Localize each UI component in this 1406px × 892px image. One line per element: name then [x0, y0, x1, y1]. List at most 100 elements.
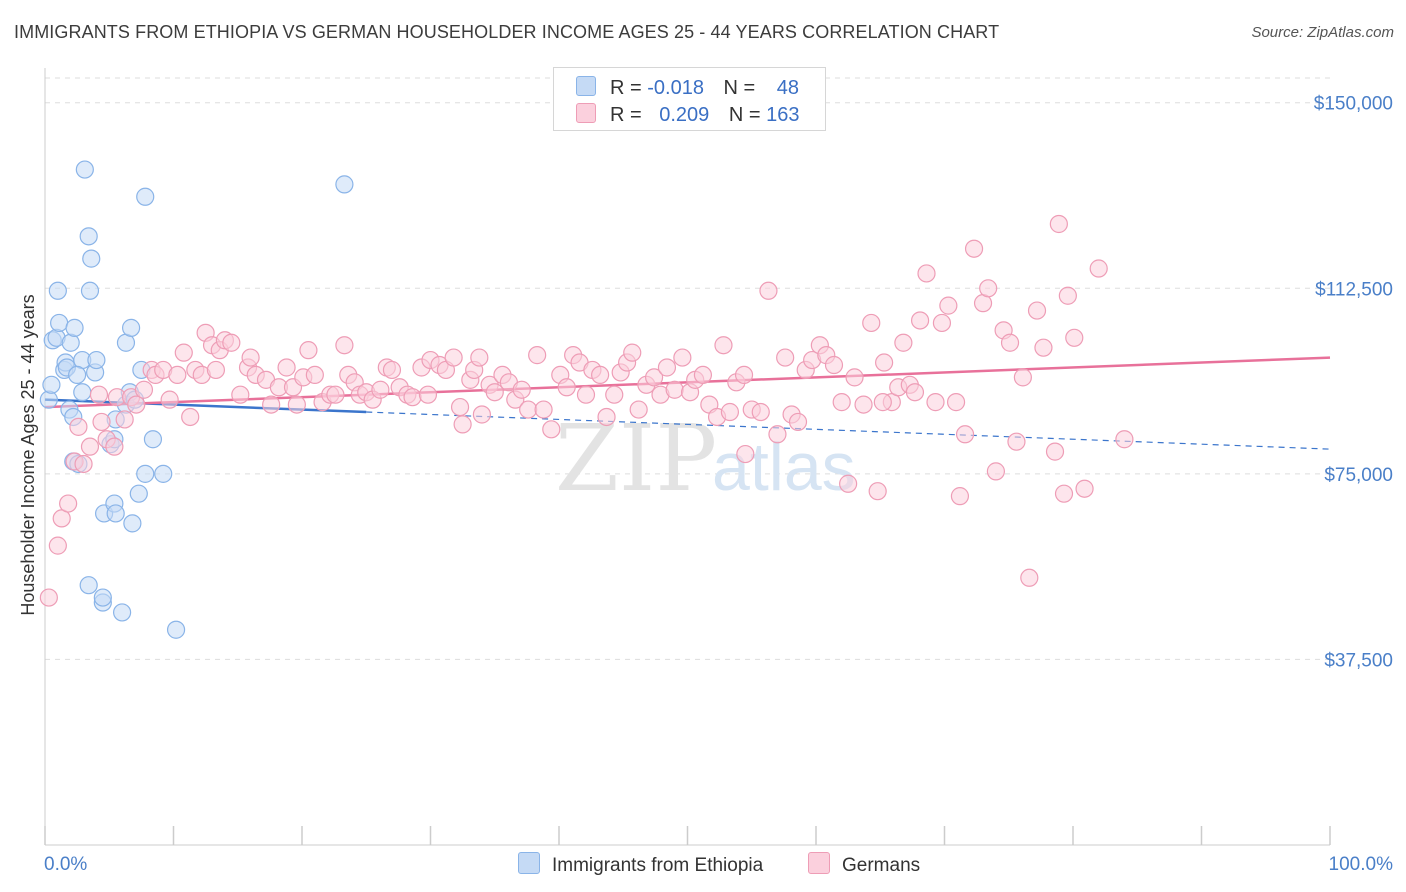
- data-point: [231, 385, 250, 404]
- data-point: [736, 444, 755, 464]
- data-point: [79, 227, 98, 246]
- data-point: [1045, 442, 1065, 461]
- data-point: [979, 279, 998, 298]
- data-point: [87, 350, 106, 370]
- data-point: [80, 281, 100, 300]
- data-point: [854, 395, 873, 414]
- data-point: [576, 385, 596, 404]
- legend-row-germans: R = 0.209 N = 163: [576, 103, 800, 129]
- data-point: [759, 281, 778, 300]
- data-point: [1000, 333, 1020, 352]
- legend-n-value: 48: [776, 77, 800, 99]
- data-point: [39, 588, 58, 607]
- data-point: [1034, 338, 1053, 357]
- data-point: [453, 415, 472, 434]
- data-point: [824, 355, 844, 375]
- series-points-ethiopia: [39, 160, 354, 639]
- data-point: [42, 375, 61, 394]
- data-point: [868, 482, 887, 501]
- data-point: [287, 395, 306, 414]
- data-point: [557, 378, 576, 397]
- data-point: [472, 405, 491, 424]
- data-point: [597, 407, 616, 427]
- x-tick-label-min: 0.0%: [44, 854, 87, 875]
- data-point: [335, 175, 354, 194]
- bottom-legend-label-ethiopia: Immigrants from Ethiopia: [552, 855, 764, 876]
- data-point: [168, 365, 187, 385]
- data-point: [845, 368, 864, 387]
- bottom-legend-label-germans: Germans: [842, 855, 921, 876]
- data-point: [1049, 214, 1068, 234]
- data-point: [964, 239, 984, 258]
- data-point: [623, 343, 642, 362]
- data-point: [82, 249, 101, 268]
- data-point: [166, 620, 186, 639]
- y-axis-title: Householder Income Ages 25 - 44 years: [18, 294, 38, 615]
- data-point: [68, 365, 87, 385]
- data-point: [939, 296, 958, 315]
- watermark-zip: ZIP: [555, 405, 717, 512]
- data-point: [905, 383, 925, 402]
- data-point: [534, 400, 553, 419]
- data-point: [1007, 432, 1026, 451]
- data-point: [326, 385, 345, 404]
- y-tick-labels: $37,500 $75,000 $112,500 $150,000: [1314, 94, 1393, 672]
- data-point: [241, 348, 260, 367]
- data-point: [48, 281, 67, 300]
- data-point: [305, 365, 324, 385]
- data-point: [542, 420, 561, 439]
- data-point: [768, 425, 787, 444]
- data-point: [519, 400, 538, 419]
- data-point: [862, 313, 881, 333]
- data-point: [657, 358, 677, 377]
- chart-title: IMMIGRANTS FROM ETHIOPIA VS GERMAN HOUSE…: [14, 22, 1000, 42]
- data-point: [80, 437, 100, 456]
- data-point: [776, 348, 795, 367]
- data-point: [123, 514, 142, 533]
- data-point: [485, 383, 504, 402]
- legend-swatch-ethiopia: [576, 76, 596, 96]
- data-point: [1054, 484, 1074, 503]
- data-point: [832, 393, 851, 412]
- data-point: [644, 368, 664, 387]
- y-tick-label: $75,000: [1324, 465, 1393, 486]
- data-point: [59, 494, 78, 513]
- data-point: [136, 464, 155, 483]
- x-tick-labels: 0.0% 100.0%: [44, 854, 1393, 875]
- data-point: [470, 348, 489, 367]
- data-point: [121, 318, 141, 337]
- data-point: [69, 417, 88, 436]
- data-point: [1058, 286, 1077, 305]
- data-point: [75, 160, 94, 179]
- data-point: [160, 390, 179, 409]
- axes: [44, 68, 1331, 846]
- legend-row-ethiopia: R = -0.018 N = 48: [576, 76, 799, 102]
- data-point: [89, 385, 109, 404]
- data-point: [512, 380, 531, 399]
- data-point: [955, 425, 975, 444]
- data-point: [112, 603, 132, 622]
- data-point: [894, 333, 913, 352]
- data-point: [154, 464, 173, 483]
- data-point: [528, 346, 547, 365]
- bottom-legend-germans: Germans: [808, 852, 920, 877]
- legend-swatch-germans: [576, 103, 596, 123]
- watermark: ZIP atlas: [555, 405, 856, 512]
- data-point: [181, 407, 200, 427]
- data-point: [403, 388, 422, 407]
- data-point: [444, 348, 463, 367]
- data-point: [1013, 368, 1032, 387]
- data-point: [665, 380, 684, 399]
- data-point: [910, 311, 930, 330]
- data-point: [1065, 328, 1084, 347]
- y-tick-label: $150,000: [1314, 94, 1393, 115]
- data-point: [262, 395, 281, 414]
- bottom-legend-swatch-germans: [808, 852, 830, 874]
- trend-line-dashed-ethiopia: [366, 411, 1331, 450]
- data-point: [605, 385, 624, 404]
- data-point: [371, 380, 390, 399]
- data-point: [74, 454, 93, 474]
- data-point: [926, 393, 945, 412]
- data-point: [1020, 568, 1039, 587]
